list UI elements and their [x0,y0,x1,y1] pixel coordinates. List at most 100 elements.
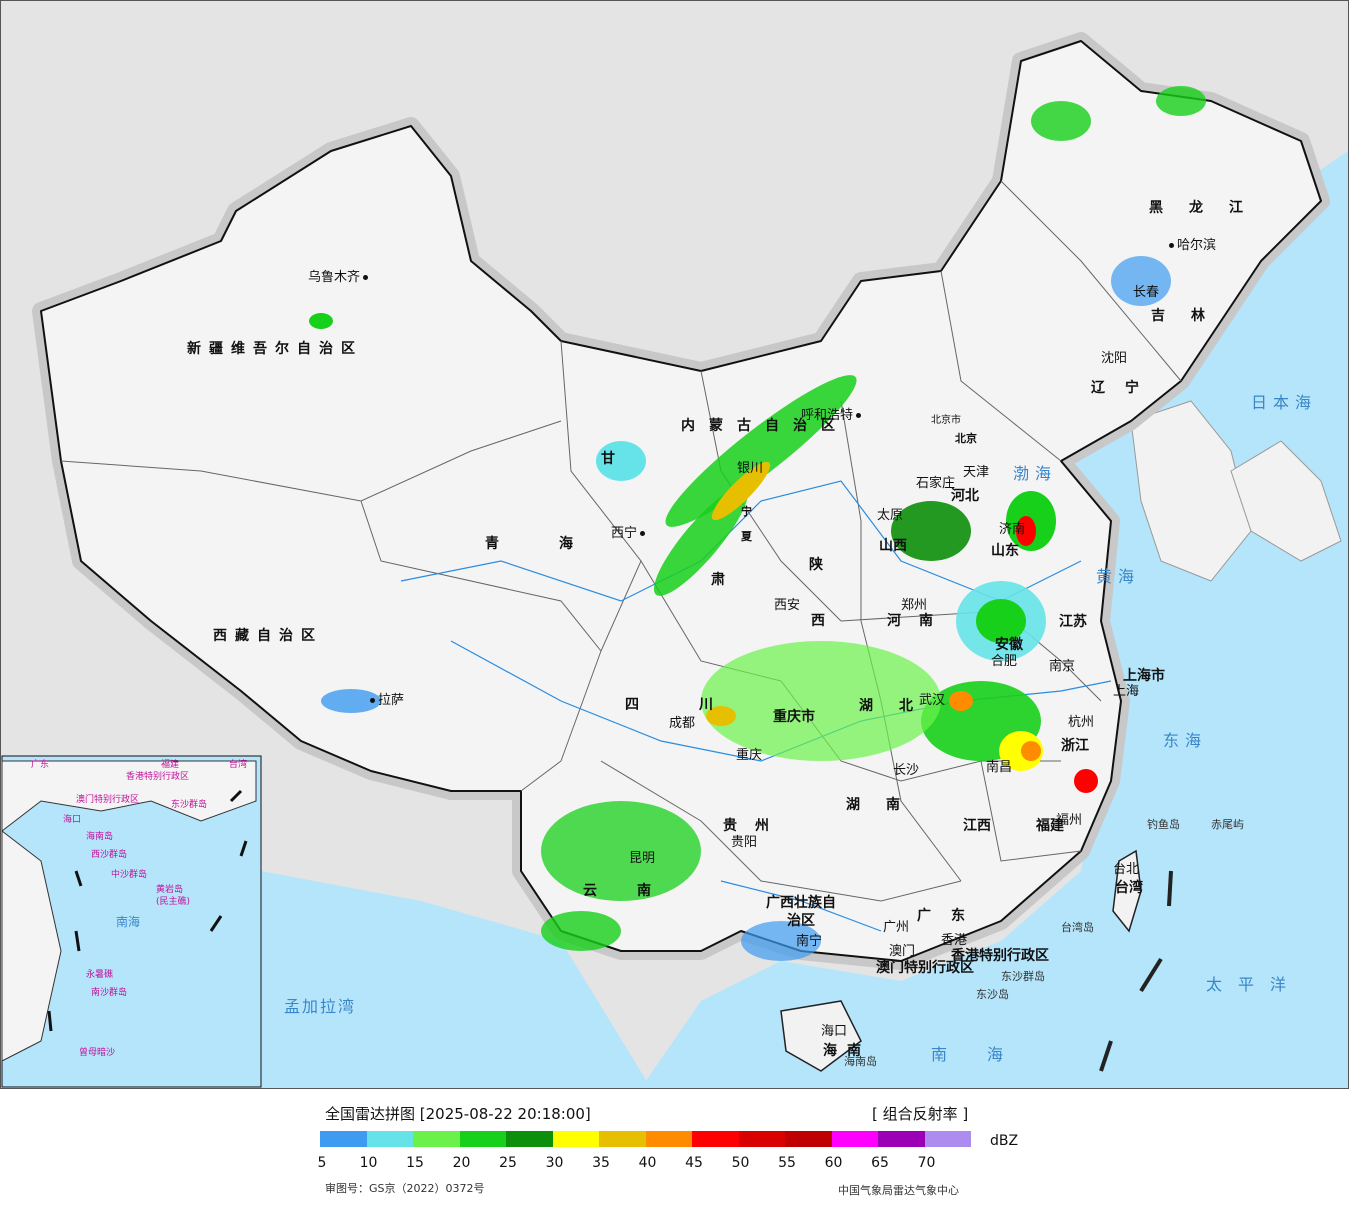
inset-label-hainan: 海南岛 [86,832,114,842]
legend-tick-label: 20 [452,1155,471,1171]
province-shandong: 山东 [991,543,1019,559]
city-beijing: 北京市 [931,415,961,426]
inset-label-taiwan: 台湾 [229,760,248,770]
province-hubei: 湖北 [859,698,939,714]
city-nanning: 南宁 [796,934,823,949]
legend-title: 全国雷达拼图 [2025-08-22 20:18:00] [325,1105,591,1123]
korea-land [1130,400,1252,582]
city-guangzhou: 广州 [883,920,910,935]
sea-japan: 日本海 [1251,393,1318,412]
province-zhejiang: 浙江 [1061,738,1089,754]
sea-pacific: 太平洋 [1206,975,1303,994]
island-hainan: 海南岛 [844,1055,877,1068]
province-beijing: 北京 [955,432,977,445]
legend-swatch [831,1131,878,1147]
data-source: 中国气象局雷达气象中心 [838,1184,959,1197]
nine-dash-line [1099,870,1173,1072]
legend-product: [ 组合反射率 ] [872,1105,969,1123]
legend-swatch [552,1131,599,1147]
city-hefei: 合肥 [991,654,1018,669]
province-taiwan: 台湾 [1115,880,1143,896]
legend-tick-label: 10 [359,1155,378,1171]
island-chiwei: 赤尾屿 [1211,818,1244,831]
inset-label-dongsha: 东沙群岛 [171,800,208,810]
province-jiangxi: 江西 [963,818,991,834]
province-neimenggu: 内蒙古自治区 [681,418,849,434]
inset-label-minzhu: (民主礁) [156,897,191,907]
legend-tick-label: 35 [592,1155,610,1171]
city-xian: 西安 [774,598,801,613]
legend-color-bar [320,1131,971,1147]
city-fuzhou: 福州 [1056,813,1083,828]
city-haikou: 海口 [821,1024,848,1039]
city-tianjin: 天津 [963,465,990,480]
city-yinchuan: 银川 [737,461,764,476]
city-kunming: 昆明 [629,851,656,866]
legend-swatch [878,1131,925,1147]
legend-swatch [366,1131,413,1147]
legend-tick-label: 5 [317,1155,327,1171]
city-guiyang: 贵阳 [731,835,758,850]
city-hangzhou: 杭州 [1068,715,1095,730]
province-qinghai: 青海 [485,536,633,552]
radar-echoes [309,86,1206,961]
city-chongqing: 重庆 [736,748,763,763]
inset-label-yongshu: 永暑礁 [86,970,114,980]
province-shanxi: 山西 [879,538,907,554]
province-fujian: 福建 [1036,818,1064,834]
province-macau: 澳门特别行政区 [876,960,974,976]
city-harbin: 哈尔滨 [1166,239,1216,252]
city-lhasa: 拉萨 [367,694,404,707]
city-chengdu: 成都 [669,716,696,731]
city-taiyuan: 太原 [877,508,904,523]
inset-label-fujian: 福建 [161,760,180,770]
legend-swatch [692,1131,739,1147]
inset-land-west [1,829,62,1062]
legend-swatch [785,1131,832,1147]
legend-swatch [738,1131,785,1147]
city-xining: 西宁 [611,527,648,540]
city-changchun: 长春 [1133,285,1160,300]
province-chongqing: 重庆市 [773,709,815,725]
province-shaan: 陕 [809,557,823,573]
inset-land [1,760,257,833]
city-nanchang: 南昌 [986,760,1013,775]
inset-label-zhongsha: 中沙群岛 [111,870,148,880]
city-nanjing: 南京 [1049,659,1076,674]
legend-tick-label: 25 [499,1155,517,1171]
inset-dashline [47,789,248,1032]
province-heilongjiang: 黑龙江 [1149,200,1269,216]
inset-label-zengmu: 曾母暗沙 [79,1048,116,1058]
inset-label-hk: 香港特别行政区 [126,772,190,782]
inset-label-guangdong: 广东 [31,760,50,770]
sea-bay-of-bengal: 孟加拉湾 [284,997,357,1016]
legend-tick-label: 60 [824,1155,843,1171]
province-henan: 河南 [887,613,951,629]
city-taipei: 台北 [1113,862,1140,877]
sea-nanhai: 南海 [931,1045,1044,1064]
province-ning: 宁 [741,505,752,518]
legend-swatch [459,1131,506,1147]
inset-label-xisha: 西沙群岛 [91,850,128,860]
province-hunan: 湖南 [846,797,926,813]
city-hohhot: 呼和浩特 [801,409,864,422]
review-number: 审图号：GS京（2022）0372号 [325,1182,485,1195]
legend-tick-label: 65 [871,1155,889,1171]
island-dongsha-islands: 东沙群岛 [1001,970,1045,983]
province-hainan: 海南 [823,1043,871,1059]
city-urumqi: 乌鲁木齐 [308,271,371,284]
legend-swatch [924,1131,971,1147]
inset-label-haikou: 海口 [63,815,82,825]
city-zhengzhou: 郑州 [901,598,928,613]
province-hebei: 河北 [951,488,979,504]
legend-tick-label: 70 [917,1155,936,1171]
hainan-island [780,1000,862,1072]
city-shijiazhuang: 石家庄 [916,476,956,491]
province-guangxi: 广西壮族自治区 [766,895,836,929]
province-jilin: 吉林 [1151,308,1231,324]
city-hongkong: 香港 [941,933,968,948]
island-dongsha: 东沙岛 [976,988,1009,1001]
legend: 全国雷达拼图 [2025-08-22 20:18:00] [ 组合反射率 ] d… [0,1089,1349,1208]
legend-tick-label: 45 [685,1155,703,1171]
legend-swatch [645,1131,692,1147]
